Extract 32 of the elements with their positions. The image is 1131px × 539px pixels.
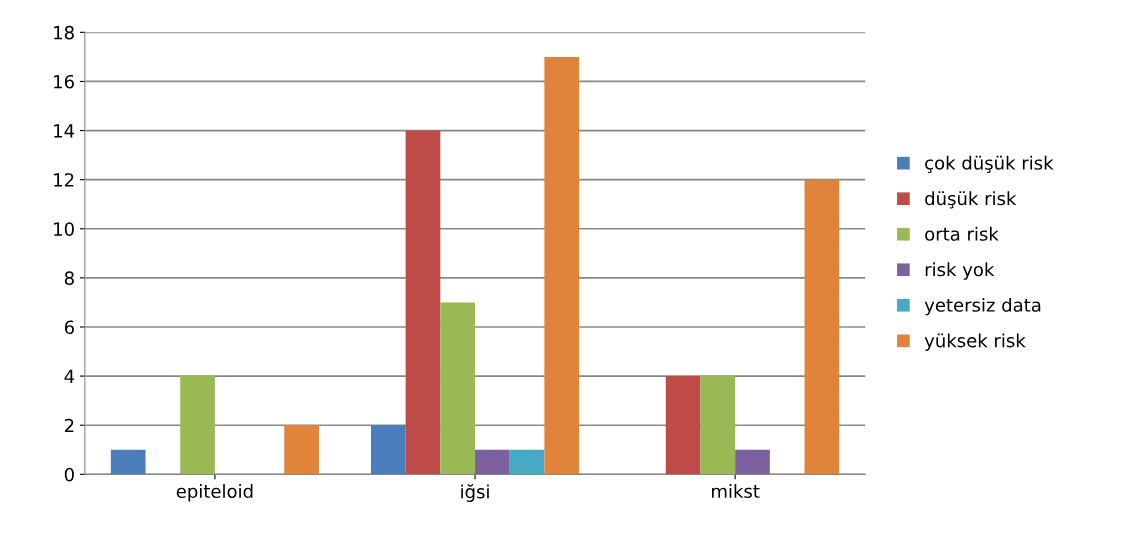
bar xyxy=(405,130,441,475)
y-tick-label: 6 xyxy=(64,320,74,335)
y-tick-label: 8 xyxy=(64,271,74,285)
bar xyxy=(735,449,770,475)
y-tick-label: 18 xyxy=(54,25,74,40)
bar xyxy=(284,425,319,475)
legend-label: çok düşük risk xyxy=(925,155,1054,173)
bar xyxy=(509,449,545,475)
bar xyxy=(180,376,215,475)
y-tick-label: 4 xyxy=(64,369,75,383)
legend-label: düşük risk xyxy=(925,191,1017,209)
y-tick-label: 10 xyxy=(54,222,74,236)
y-tick-label: 14 xyxy=(54,124,75,138)
legend-label: yetersiz data xyxy=(924,297,1041,316)
y-tick-label: 12 xyxy=(54,173,74,187)
bar xyxy=(370,425,406,475)
bar xyxy=(475,449,510,475)
bar xyxy=(440,302,476,475)
bar xyxy=(665,376,701,475)
y-tick-label: 2 xyxy=(64,418,74,433)
bar xyxy=(544,56,580,475)
x-tick-label: epiteloid xyxy=(176,484,253,502)
legend-label: orta risk xyxy=(925,226,999,241)
x-tick-label: mikst xyxy=(712,484,760,499)
legend-label: yüksek risk xyxy=(924,333,1026,351)
legend-label: risk yok xyxy=(925,262,995,280)
bar xyxy=(110,449,146,475)
y-tick-label: 16 xyxy=(54,74,74,89)
y-tick-label: 0 xyxy=(64,467,74,482)
x-tick-label: iğsi xyxy=(461,484,489,502)
bar xyxy=(700,376,736,475)
bar xyxy=(804,179,840,475)
